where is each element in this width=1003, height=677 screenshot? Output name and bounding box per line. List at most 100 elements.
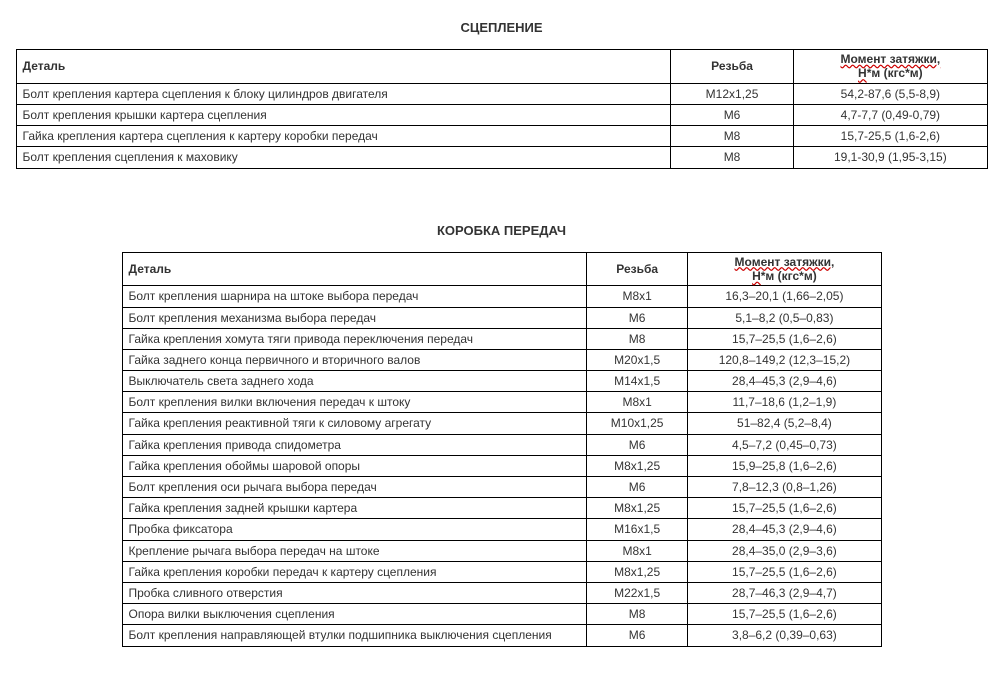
cell-detail: Гайка крепления задней крышки картера bbox=[122, 498, 586, 519]
cell-torque: 7,8–12,3 (0,8–1,26) bbox=[688, 477, 881, 498]
header-thread: Резьба bbox=[670, 50, 793, 84]
cell-detail: Гайка крепления обоймы шаровой опоры bbox=[122, 455, 586, 476]
cell-detail: Болт крепления оси рычага выбора передач bbox=[122, 477, 586, 498]
cell-torque: 120,8–149,2 (12,3–15,2) bbox=[688, 349, 881, 370]
cell-detail: Болт крепления механизма выбора передач bbox=[122, 307, 586, 328]
table-row: Гайка крепления коробки передач к картер… bbox=[122, 561, 881, 582]
cell-detail: Гайка крепления реактивной тяги к силово… bbox=[122, 413, 586, 434]
cell-torque: 19,1-30,9 (1,95-3,15) bbox=[794, 147, 987, 168]
cell-thread: М14х1,5 bbox=[586, 371, 687, 392]
table-gearbox: Деталь Резьба Момент затяжки, Н*м (кгс*м… bbox=[122, 252, 882, 647]
table-row: Гайка крепления задней крышки картераМ8х… bbox=[122, 498, 881, 519]
header-torque: Момент затяжки, Н*м (кгс*м) bbox=[688, 252, 881, 286]
table-row: Гайка крепления реактивной тяги к силово… bbox=[122, 413, 881, 434]
table-row: Болт крепления картера сцепления к блоку… bbox=[16, 83, 987, 104]
cell-torque: 4,7-7,7 (0,49-0,79) bbox=[794, 104, 987, 125]
table-row: Болт крепления направляющей втулки подши… bbox=[122, 625, 881, 646]
cell-thread: М8 bbox=[586, 604, 687, 625]
cell-torque: 54,2-87,6 (5,5-8,9) bbox=[794, 83, 987, 104]
cell-detail: Пробка фиксатора bbox=[122, 519, 586, 540]
table-row: Гайка заднего конца первичного и вторичн… bbox=[122, 349, 881, 370]
cell-thread: М16х1,5 bbox=[586, 519, 687, 540]
cell-torque: 5,1–8,2 (0,5–0,83) bbox=[688, 307, 881, 328]
table-row: Гайка крепления хомута тяги привода пере… bbox=[122, 328, 881, 349]
cell-thread: М20х1,5 bbox=[586, 349, 687, 370]
table-row: Болт крепления механизма выбора передачМ… bbox=[122, 307, 881, 328]
table-row: Болт крепления вилки включения передач к… bbox=[122, 392, 881, 413]
cell-torque: 28,7–46,3 (2,9–4,7) bbox=[688, 582, 881, 603]
cell-detail: Болт крепления сцепления к маховику bbox=[16, 147, 670, 168]
cell-detail: Гайка крепления коробки передач к картер… bbox=[122, 561, 586, 582]
cell-thread: М8 bbox=[670, 126, 793, 147]
cell-torque: 15,7–25,5 (1,6–2,6) bbox=[688, 328, 881, 349]
cell-thread: М8х1,25 bbox=[586, 455, 687, 476]
table-row: Болт крепления сцепления к маховикуМ819,… bbox=[16, 147, 987, 168]
cell-detail: Гайка крепления привода спидометра bbox=[122, 434, 586, 455]
cell-detail: Крепление рычага выбора передач на штоке bbox=[122, 540, 586, 561]
table-row: Болт крепления оси рычага выбора передач… bbox=[122, 477, 881, 498]
cell-thread: М8х1,25 bbox=[586, 561, 687, 582]
section1-title: СЦЕПЛЕНИЕ bbox=[14, 20, 989, 35]
cell-thread: М8х1 bbox=[586, 392, 687, 413]
cell-torque: 28,4–45,3 (2,9–4,6) bbox=[688, 371, 881, 392]
cell-torque: 4,5–7,2 (0,45–0,73) bbox=[688, 434, 881, 455]
cell-detail: Пробка сливного отверстия bbox=[122, 582, 586, 603]
cell-torque: 15,7–25,5 (1,6–2,6) bbox=[688, 604, 881, 625]
header-torque: Момент затяжки, Н*м (кгс*м) bbox=[794, 50, 987, 84]
header-detail: Деталь bbox=[122, 252, 586, 286]
header-thread: Резьба bbox=[586, 252, 687, 286]
cell-thread: М6 bbox=[670, 104, 793, 125]
cell-thread: М8х1 bbox=[586, 540, 687, 561]
header-detail: Деталь bbox=[16, 50, 670, 84]
table1-body: Болт крепления картера сцепления к блоку… bbox=[16, 83, 987, 168]
cell-thread: М12х1,25 bbox=[670, 83, 793, 104]
cell-thread: М6 bbox=[586, 625, 687, 646]
table-header-row: Деталь Резьба Момент затяжки, Н*м (кгс*м… bbox=[16, 50, 987, 84]
cell-torque: 28,4–45,3 (2,9–4,6) bbox=[688, 519, 881, 540]
cell-thread: М6 bbox=[586, 477, 687, 498]
cell-detail: Опора вилки выключения сцепления bbox=[122, 604, 586, 625]
cell-torque: 51–82,4 (5,2–8,4) bbox=[688, 413, 881, 434]
table-row: Крепление рычага выбора передач на штоке… bbox=[122, 540, 881, 561]
cell-thread: М6 bbox=[586, 307, 687, 328]
table-row: Гайка крепления картера сцепления к карт… bbox=[16, 126, 987, 147]
cell-thread: М22х1,5 bbox=[586, 582, 687, 603]
table-row: Болт крепления шарнира на штоке выбора п… bbox=[122, 286, 881, 307]
cell-thread: М8 bbox=[586, 328, 687, 349]
cell-detail: Болт крепления вилки включения передач к… bbox=[122, 392, 586, 413]
header-torque-line1: Момент затяжки, bbox=[735, 255, 835, 269]
header-torque-line2a: Н bbox=[858, 66, 867, 80]
table-row: Гайка крепления привода спидометраМ64,5–… bbox=[122, 434, 881, 455]
header-torque-line2b: *м (кгс*м) bbox=[761, 269, 817, 283]
cell-thread: М10х1,25 bbox=[586, 413, 687, 434]
table-row: Опора вилки выключения сцепленияМ815,7–2… bbox=[122, 604, 881, 625]
cell-detail: Гайка крепления картера сцепления к карт… bbox=[16, 126, 670, 147]
cell-detail: Выключатель света заднего хода bbox=[122, 371, 586, 392]
section2-title: КОРОБКА ПЕРЕДАЧ bbox=[14, 223, 989, 238]
cell-torque: 15,9–25,8 (1,6–2,6) bbox=[688, 455, 881, 476]
cell-torque: 15,7–25,5 (1,6–2,6) bbox=[688, 561, 881, 582]
header-torque-line1: Момент затяжки, bbox=[840, 52, 940, 66]
cell-detail: Гайка заднего конца первичного и вторичн… bbox=[122, 349, 586, 370]
table-row: Пробка сливного отверстияМ22х1,528,7–46,… bbox=[122, 582, 881, 603]
table-row: Пробка фиксатораМ16х1,528,4–45,3 (2,9–4,… bbox=[122, 519, 881, 540]
cell-torque: 11,7–18,6 (1,2–1,9) bbox=[688, 392, 881, 413]
cell-torque: 28,4–35,0 (2,9–3,6) bbox=[688, 540, 881, 561]
table-row: Гайка крепления обоймы шаровой опорыМ8х1… bbox=[122, 455, 881, 476]
cell-thread: М6 bbox=[586, 434, 687, 455]
cell-detail: Болт крепления шарнира на штоке выбора п… bbox=[122, 286, 586, 307]
cell-detail: Болт крепления направляющей втулки подши… bbox=[122, 625, 586, 646]
cell-torque: 3,8–6,2 (0,39–0,63) bbox=[688, 625, 881, 646]
header-torque-line2b: *м (кгс*м) bbox=[867, 66, 923, 80]
cell-torque: 16,3–20,1 (1,66–2,05) bbox=[688, 286, 881, 307]
cell-thread: М8 bbox=[670, 147, 793, 168]
table-clutch: Деталь Резьба Момент затяжки, Н*м (кгс*м… bbox=[16, 49, 988, 169]
table-row: Выключатель света заднего ходаМ14х1,528,… bbox=[122, 371, 881, 392]
cell-thread: М8х1 bbox=[586, 286, 687, 307]
table2-body: Болт крепления шарнира на штоке выбора п… bbox=[122, 286, 881, 646]
cell-torque: 15,7-25,5 (1,6-2,6) bbox=[794, 126, 987, 147]
cell-detail: Болт крепления картера сцепления к блоку… bbox=[16, 83, 670, 104]
cell-detail: Болт крепления крышки картера сцепления bbox=[16, 104, 670, 125]
header-torque-line2a: Н bbox=[752, 269, 761, 283]
table-row: Болт крепления крышки картера сцепленияМ… bbox=[16, 104, 987, 125]
